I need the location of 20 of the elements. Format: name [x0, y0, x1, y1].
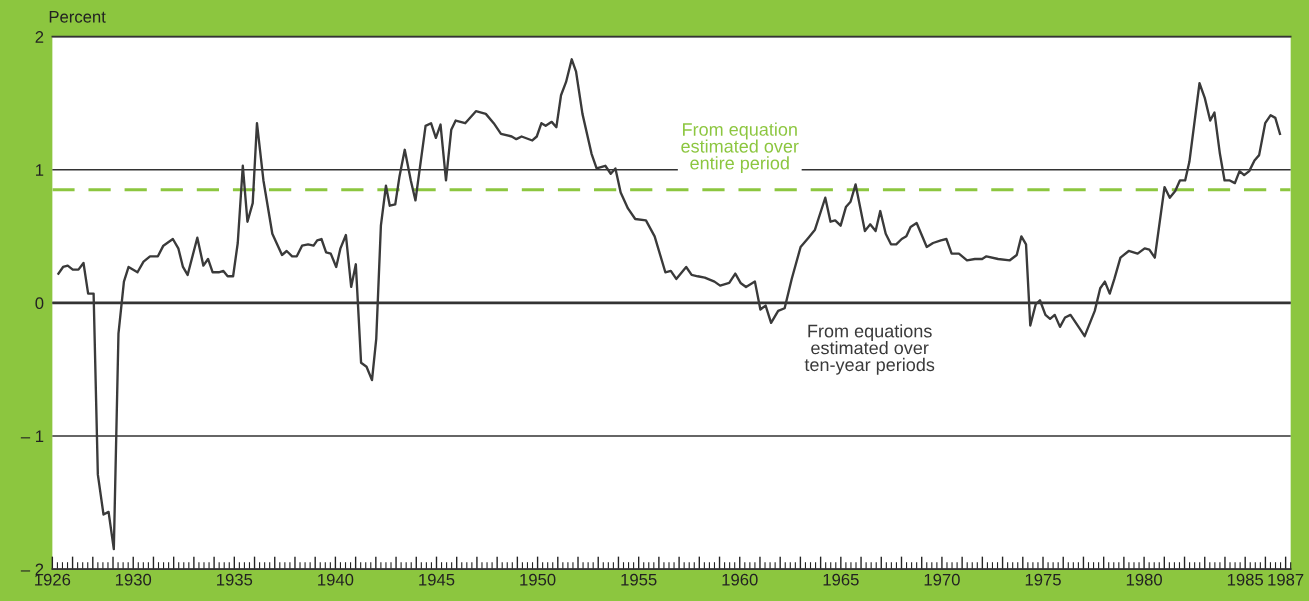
- y-tick-label: – 1: [20, 430, 44, 443]
- x-tick-label: 1940: [318, 573, 354, 586]
- y-tick-label: 1: [36, 164, 44, 176]
- x-tick-label: 1965: [823, 573, 859, 586]
- x-tick-label: 1980: [1126, 573, 1162, 586]
- series-label: From equations estimated over ten-year periods: [804, 324, 935, 375]
- x-tick-label: 1950: [520, 573, 556, 586]
- x-tick-label: 1987: [1268, 573, 1304, 586]
- x-tick-label: 1935: [217, 573, 253, 586]
- y-tick-label: 0: [35, 297, 44, 310]
- x-tick-label: 1970: [924, 573, 960, 586]
- x-tick-label: 1930: [115, 573, 152, 586]
- x-tick-label: 1955: [621, 573, 657, 586]
- x-tick-label: 1975: [1025, 573, 1061, 586]
- x-tick-label: 1985: [1227, 573, 1264, 586]
- y-axis-title: Percent: [49, 11, 106, 23]
- ref-line-label: From equation estimated over entire period: [681, 122, 799, 174]
- x-tick-label: 1960: [722, 573, 758, 586]
- y-tick-label: 2: [35, 31, 44, 43]
- x-tick-label: 1945: [419, 573, 455, 586]
